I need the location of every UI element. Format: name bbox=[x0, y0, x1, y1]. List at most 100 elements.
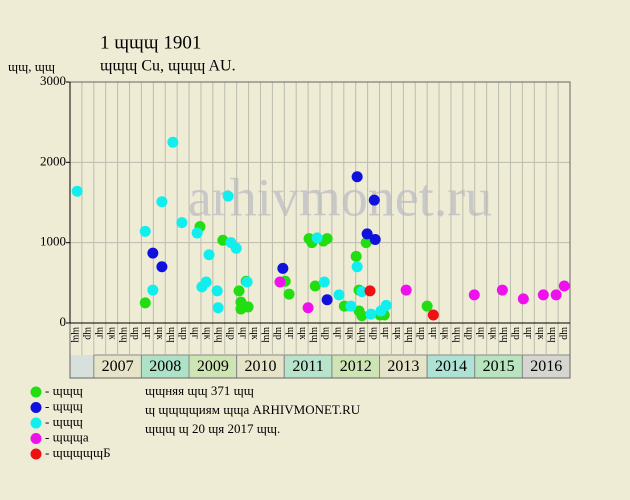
point bbox=[517, 293, 529, 305]
legend-label: - ɰɰɰ bbox=[45, 398, 83, 413]
y-tick-label: 1000 bbox=[40, 234, 66, 249]
quarter-label: ɰр bbox=[225, 327, 236, 340]
point bbox=[550, 289, 562, 301]
point bbox=[364, 285, 376, 297]
point bbox=[333, 289, 345, 301]
year-label: 2010 bbox=[244, 358, 276, 375]
quarter-label: ɰг bbox=[142, 327, 153, 339]
point bbox=[427, 309, 439, 321]
quarter-label: ɰр bbox=[559, 327, 570, 340]
point bbox=[156, 261, 168, 273]
quarter-label: ɰг bbox=[380, 327, 391, 339]
year-label: 2013 bbox=[387, 358, 419, 375]
point bbox=[351, 171, 363, 183]
point bbox=[277, 262, 289, 274]
quarter-label: ɰк bbox=[392, 327, 403, 340]
quarter-label: ɰɰ bbox=[404, 327, 415, 343]
year-label: 2008 bbox=[149, 358, 181, 375]
note: ɰ ɰɰɰɰиям ɰɰа ARHIVMONET.RU bbox=[145, 402, 361, 417]
quarter-label: ɰр bbox=[368, 327, 379, 340]
quarter-label: ɰɰ bbox=[452, 327, 463, 343]
quarter-label: ɰр bbox=[178, 327, 189, 340]
note: ɰɰняя ɰɰ 371 ɰɰ bbox=[145, 383, 254, 398]
point bbox=[361, 228, 373, 240]
point bbox=[558, 280, 570, 292]
point bbox=[147, 247, 159, 259]
quarter-label: ɰк bbox=[154, 327, 165, 340]
point bbox=[211, 285, 223, 297]
year-label: 2007 bbox=[102, 358, 134, 375]
legend-label: - ɰɰɰɰɰБ bbox=[45, 445, 111, 460]
point bbox=[302, 302, 314, 314]
legend-marker bbox=[30, 386, 42, 398]
point bbox=[230, 242, 242, 254]
quarter-label: ɰг bbox=[333, 327, 344, 339]
legend-label: - ɰɰɰa bbox=[45, 429, 89, 444]
point bbox=[147, 284, 159, 296]
legend-label: - ɰɰɰ bbox=[45, 414, 83, 429]
quarter-label: ɰɰ bbox=[356, 327, 367, 343]
point bbox=[345, 300, 357, 312]
note: ɰɰɰ ɰ 20 ɰя 2017 ɰɰ. bbox=[145, 421, 280, 436]
point bbox=[203, 249, 215, 261]
quarter-label: ɰг bbox=[285, 327, 296, 339]
quarter-label: ɰр bbox=[321, 327, 332, 340]
quarter-label: ɰк bbox=[249, 327, 260, 340]
year-row-lead bbox=[70, 355, 94, 378]
quarter-label: ɰр bbox=[83, 327, 94, 340]
point bbox=[360, 237, 372, 249]
quarter-label: ɰɰ bbox=[261, 327, 272, 343]
quarter-label: ɰр bbox=[416, 327, 427, 340]
point bbox=[156, 196, 168, 208]
point bbox=[311, 232, 323, 244]
point bbox=[241, 276, 253, 288]
year-label: 2012 bbox=[340, 358, 372, 375]
quarter-label: ɰɰ bbox=[214, 327, 225, 343]
point bbox=[200, 276, 212, 288]
quarter-label: ɰр bbox=[511, 327, 522, 340]
quarter-label: ɰр bbox=[464, 327, 475, 340]
quarter-label: ɰг bbox=[94, 327, 105, 339]
legend-label: - ɰɰɰ bbox=[45, 383, 83, 398]
point bbox=[321, 233, 333, 245]
year-label: 2011 bbox=[292, 358, 323, 375]
point bbox=[242, 301, 254, 313]
point bbox=[167, 136, 179, 148]
point bbox=[369, 233, 381, 245]
point bbox=[233, 285, 245, 297]
quarter-label: ɰк bbox=[202, 327, 213, 340]
point bbox=[274, 276, 286, 288]
point bbox=[191, 227, 203, 239]
quarter-label: ɰр bbox=[273, 327, 284, 340]
quarter-label: ɰк bbox=[440, 327, 451, 340]
legend-marker bbox=[30, 433, 42, 444]
year-label: 2014 bbox=[435, 358, 467, 375]
point bbox=[468, 289, 480, 301]
quarter-label: ɰг bbox=[428, 327, 439, 339]
point bbox=[351, 261, 363, 273]
legend-marker bbox=[30, 402, 42, 413]
quarter-label: ɰк bbox=[297, 327, 308, 340]
quarter-label: ɰр bbox=[130, 327, 141, 340]
quarter-label: ɰɰ bbox=[118, 327, 129, 343]
point bbox=[368, 194, 380, 206]
quarter-label: ɰк bbox=[344, 327, 355, 340]
quarter-label: ɰɰ bbox=[547, 327, 558, 343]
chart-subtitle: ɰɰɰ Cu, ɰɰɰ AU. bbox=[100, 58, 236, 75]
point bbox=[380, 299, 392, 311]
point bbox=[139, 225, 151, 237]
point bbox=[318, 276, 330, 288]
quarter-label: ɰг bbox=[190, 327, 201, 339]
point bbox=[212, 302, 224, 314]
watermark: arhivmonet.ru bbox=[188, 167, 492, 227]
point bbox=[400, 284, 412, 296]
year-label: 2015 bbox=[483, 358, 515, 375]
quarter-label: ɰɰ bbox=[499, 327, 510, 343]
point bbox=[537, 289, 549, 301]
legend-marker bbox=[30, 448, 42, 460]
y-tick-label: 2000 bbox=[40, 153, 66, 168]
quarter-label: ɰг bbox=[523, 327, 534, 339]
year-label: 2016 bbox=[530, 358, 562, 375]
